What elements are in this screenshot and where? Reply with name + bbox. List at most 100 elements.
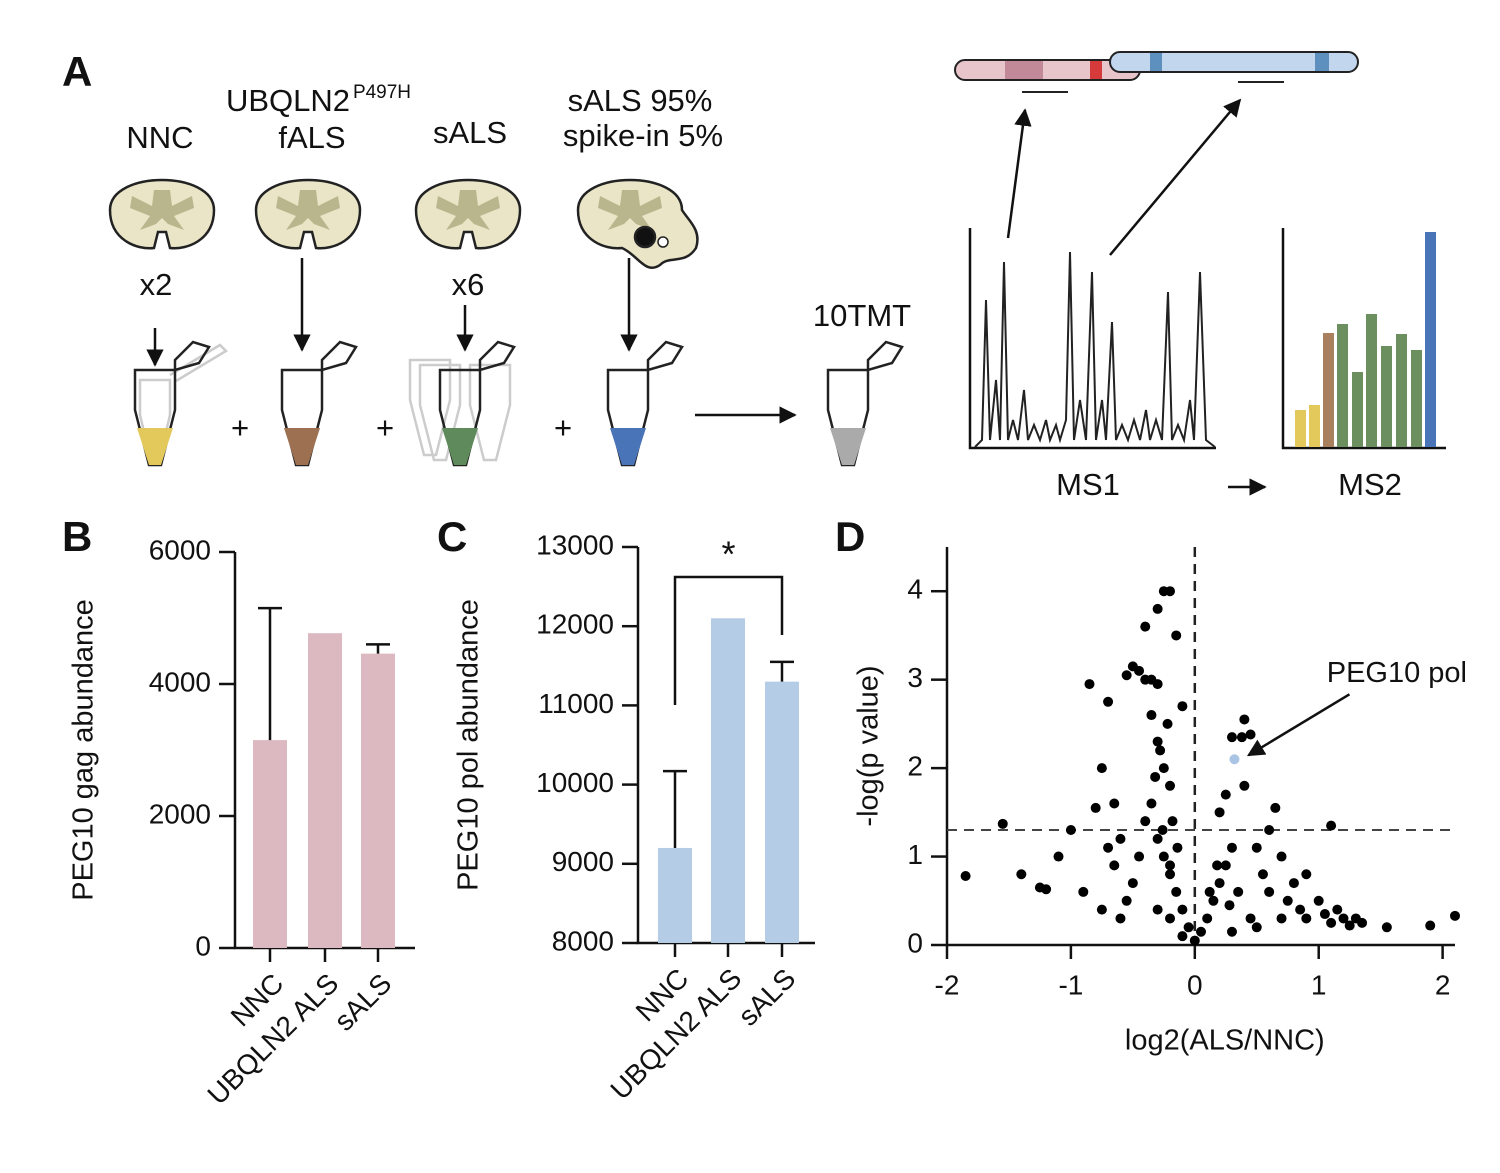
point — [1224, 900, 1235, 911]
point — [1301, 869, 1312, 880]
point — [1140, 816, 1151, 827]
point — [1208, 895, 1219, 906]
y-tick-label: 0 — [195, 930, 211, 961]
x-tick-label: 2 — [1435, 969, 1451, 1000]
x-tick-label: -1 — [1058, 969, 1083, 1000]
point — [1146, 798, 1157, 809]
point — [1121, 895, 1132, 906]
pool-label: 10TMT — [813, 298, 911, 333]
point — [1096, 763, 1107, 774]
significance-bracket — [673, 575, 784, 705]
group-superscript: P497H — [353, 82, 411, 103]
point — [1134, 665, 1145, 676]
x-tick-label: 1 — [1311, 969, 1327, 1000]
point — [1220, 789, 1231, 800]
point — [1212, 860, 1223, 871]
point — [1096, 904, 1107, 915]
bar — [658, 847, 692, 943]
point — [1214, 807, 1225, 818]
bar — [253, 740, 287, 948]
point — [1109, 798, 1120, 809]
ms1-spectrum — [968, 228, 1216, 450]
point — [960, 871, 971, 882]
point — [1214, 878, 1225, 889]
point — [1177, 931, 1188, 942]
y-tick-label: 3 — [907, 662, 923, 693]
peptide-diagram — [954, 51, 1359, 93]
bar — [361, 653, 395, 948]
point — [1165, 780, 1176, 791]
point — [1109, 860, 1120, 871]
point — [1053, 851, 1064, 862]
y-tick-label: 12000 — [536, 609, 614, 640]
point — [1158, 763, 1169, 774]
point — [1162, 718, 1173, 729]
point — [1276, 913, 1287, 924]
point — [1084, 679, 1095, 690]
point — [1103, 696, 1114, 707]
annotation: PEG10 pol — [1327, 657, 1467, 689]
point — [1264, 886, 1275, 897]
point — [1152, 904, 1163, 915]
point — [1282, 895, 1293, 906]
point — [1313, 895, 1324, 906]
point — [1236, 732, 1247, 743]
point — [1177, 904, 1188, 915]
point — [1251, 842, 1262, 853]
point — [1115, 833, 1126, 844]
point — [1326, 820, 1337, 831]
point — [1264, 825, 1275, 836]
point — [1196, 926, 1206, 937]
y-tick-label: 0 — [907, 927, 923, 958]
point — [1065, 825, 1076, 836]
plus: + — [231, 410, 249, 445]
panel-label: D — [835, 513, 865, 560]
point — [1155, 745, 1166, 756]
group-title: UBQLN2 — [226, 83, 350, 118]
arrows — [146, 98, 1267, 496]
point — [1140, 621, 1151, 632]
x-axis-label: log2(ALS/NNC) — [1125, 1025, 1325, 1057]
point — [1381, 922, 1392, 933]
plus: + — [554, 410, 572, 445]
point — [1338, 913, 1349, 924]
y-axis-label: PEG10 gag abundance — [68, 599, 100, 901]
point — [1189, 935, 1200, 946]
point — [1152, 679, 1163, 690]
point — [1041, 884, 1052, 895]
tubes — [133, 340, 904, 467]
point — [1115, 913, 1126, 924]
group-title: NNC — [126, 120, 193, 155]
point — [1167, 816, 1178, 827]
point — [1165, 586, 1176, 597]
point — [1326, 917, 1337, 928]
point — [1090, 802, 1101, 813]
point — [1152, 736, 1163, 747]
point — [1171, 886, 1182, 897]
point — [1177, 701, 1188, 712]
point — [1239, 780, 1250, 791]
point — [1204, 886, 1215, 897]
bar — [765, 681, 799, 943]
ms2-label: MS2 — [1338, 467, 1402, 502]
point — [1172, 842, 1183, 853]
point — [1301, 913, 1312, 924]
point — [997, 818, 1008, 829]
point — [1016, 869, 1027, 880]
point — [1158, 851, 1169, 862]
y-axis-label: -log(p value) — [853, 665, 885, 826]
x-tick-label: sALS — [732, 963, 801, 1032]
point — [1078, 886, 1089, 897]
group-title: sALS — [433, 115, 507, 150]
point — [1121, 670, 1132, 681]
point — [1233, 886, 1244, 897]
y-tick-label: 6000 — [149, 534, 211, 565]
y-tick-label: 11000 — [538, 688, 614, 719]
point — [1152, 603, 1163, 614]
point — [1226, 732, 1237, 743]
point — [1146, 710, 1157, 721]
bar — [308, 633, 342, 948]
axis — [945, 547, 1455, 947]
point — [1257, 869, 1268, 880]
bar — [711, 618, 745, 943]
